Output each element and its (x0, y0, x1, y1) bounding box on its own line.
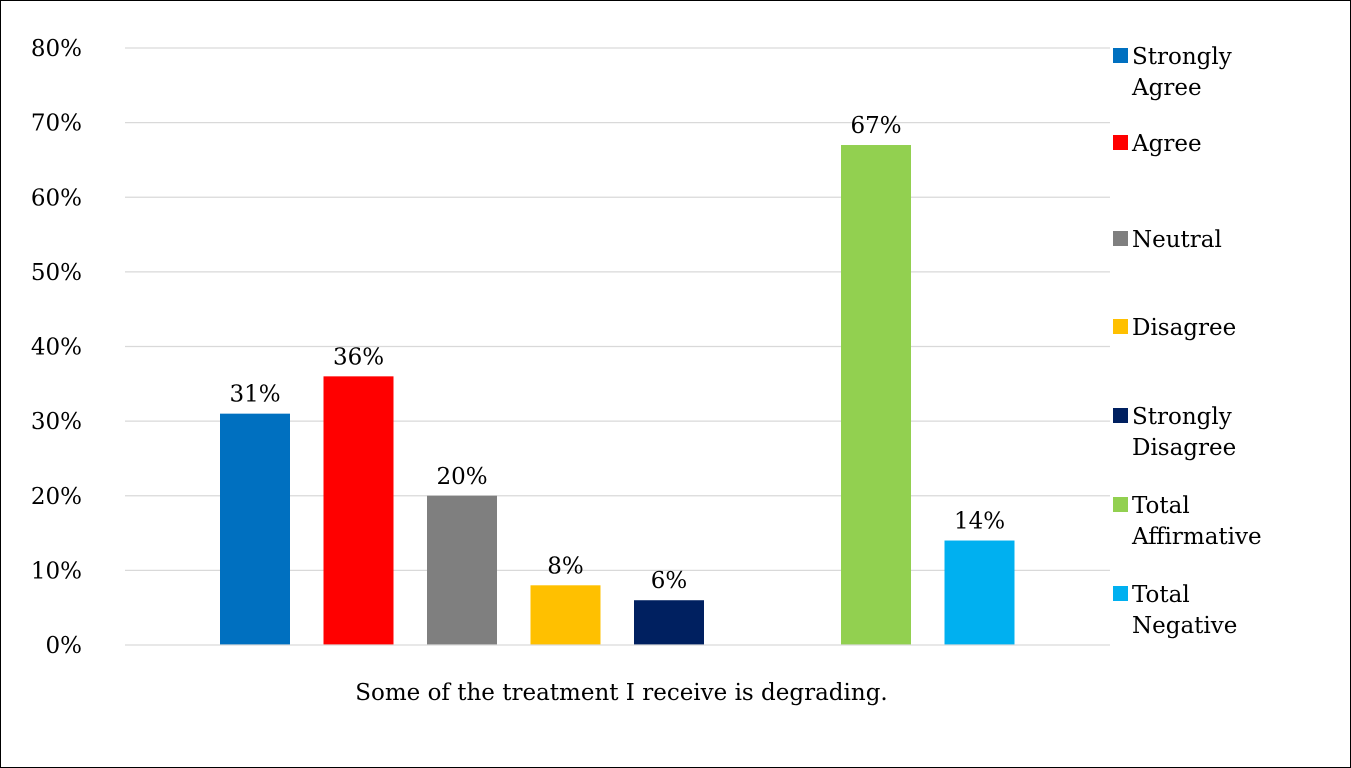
legend-item: Disagree (1113, 315, 1236, 341)
legend-item: Strongly Agree (1113, 44, 1232, 101)
y-axis-ticks: 0% 10% 20% 30% 40% 50% 60% 70% 80% (31, 36, 82, 659)
legend-swatch (1113, 231, 1128, 246)
legend-label: Agree (1131, 131, 1202, 157)
data-label: 67% (850, 113, 901, 139)
y-tick-label: 20% (31, 484, 82, 510)
category-label: Some of the treatment I receive is degra… (355, 680, 888, 706)
bar (323, 376, 394, 645)
legend-label: Disagree (1132, 435, 1236, 461)
y-tick-label: 80% (31, 36, 82, 62)
data-label: 8% (547, 553, 584, 579)
data-label: 31% (229, 382, 280, 408)
y-tick-label: 10% (31, 558, 82, 584)
bar (427, 495, 497, 645)
legend-item: Neutral (1113, 227, 1222, 253)
legend-label: Agree (1131, 75, 1202, 101)
legend-swatch (1113, 497, 1128, 512)
legend-label: Negative (1132, 613, 1237, 639)
bar (841, 145, 911, 645)
legend-label: Strongly (1132, 44, 1232, 70)
legend-swatch (1113, 586, 1128, 601)
legend-swatch (1113, 408, 1128, 423)
y-tick-label: 50% (31, 260, 82, 286)
legend-swatch (1113, 319, 1128, 334)
legend-label: Affirmative (1131, 524, 1262, 550)
bars (220, 145, 1015, 645)
data-labels: 31% 36% 20% 8% 6% 67% 14% (229, 113, 1005, 594)
legend: StronglyAgreeAgreeNeutralDisagreeStrongl… (1113, 44, 1262, 639)
data-label: 36% (333, 344, 384, 370)
bar (944, 540, 1015, 645)
data-label: 20% (436, 464, 487, 490)
legend-item: Agree (1113, 131, 1202, 157)
y-tick-label: 30% (31, 409, 82, 435)
legend-swatch (1113, 135, 1128, 150)
y-tick-label: 60% (31, 185, 82, 211)
data-label: 6% (651, 568, 688, 594)
y-tick-label: 70% (31, 111, 82, 137)
bar (634, 600, 704, 645)
legend-label: Total (1132, 493, 1190, 519)
legend-item: Total Negative (1113, 582, 1237, 639)
y-tick-label: 0% (46, 633, 83, 659)
bar (220, 413, 290, 645)
legend-label: Neutral (1132, 227, 1222, 253)
data-label: 14% (954, 509, 1005, 535)
legend-label: Total (1132, 582, 1190, 608)
legend-item: Total Affirmative (1113, 493, 1262, 550)
bar (530, 585, 601, 645)
legend-label: Disagree (1132, 315, 1236, 341)
legend-item: Strongly Disagree (1113, 404, 1236, 461)
legend-swatch (1113, 48, 1128, 63)
y-tick-label: 40% (31, 335, 82, 361)
legend-label: Strongly (1132, 404, 1232, 430)
